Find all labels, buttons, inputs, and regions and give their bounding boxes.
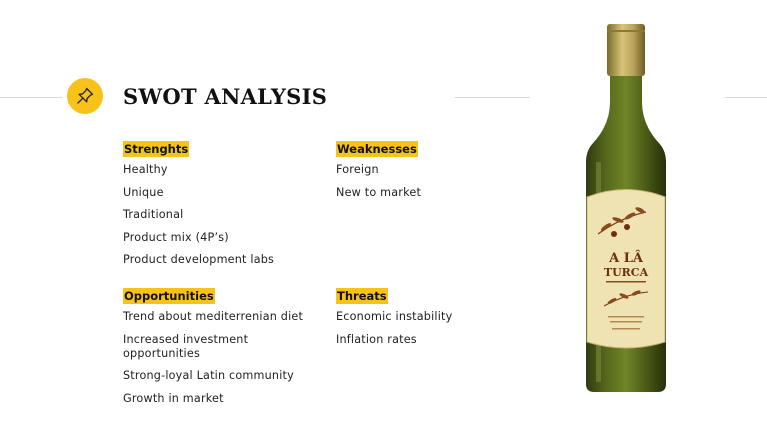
divider-title-right xyxy=(455,97,530,98)
strengths-section: Strenghts Healthy Unique Traditional Pro… xyxy=(123,138,323,276)
divider-left xyxy=(0,97,62,98)
threats-heading: Threats xyxy=(336,288,388,304)
strengths-heading: Strenghts xyxy=(123,141,190,157)
list-item: Product mix (4P’s) xyxy=(123,230,229,244)
weaknesses-heading: Weaknesses xyxy=(336,141,418,157)
olive-oil-bottle-image: A LÂ TURCA xyxy=(580,22,672,394)
divider-far-right xyxy=(725,97,767,98)
list-item: Traditional xyxy=(123,208,184,221)
list-item: New to market xyxy=(336,185,422,199)
bottle-brand-line2: TURCA xyxy=(604,266,649,279)
opportunities-section: Opportunities Trend about mediterrenian … xyxy=(123,285,313,414)
list-item: Trend about mediterrenian diet xyxy=(123,310,304,323)
bottle-brand-line1: A LÂ xyxy=(608,250,644,266)
page-title: SWOT ANALYSIS xyxy=(123,84,328,109)
list-item: Increased investment opportunities xyxy=(123,332,249,360)
pushpin-badge xyxy=(67,78,103,114)
list-item: Unique xyxy=(123,185,164,199)
list-item: Economic instability xyxy=(336,310,453,323)
list-item: Inflation rates xyxy=(336,332,417,346)
weaknesses-section: Weaknesses Foreign New to market xyxy=(336,138,536,208)
threats-section: Threats Economic instability Inflation r… xyxy=(336,285,536,355)
list-item: Product development labs xyxy=(123,253,275,266)
list-item: Foreign xyxy=(336,163,379,176)
list-item: Growth in market xyxy=(123,391,224,405)
list-item: Healthy xyxy=(123,163,168,176)
list-item: Strong-loyal Latin community xyxy=(123,369,294,382)
opportunities-heading: Opportunities xyxy=(123,288,215,304)
pushpin-icon xyxy=(77,87,94,104)
